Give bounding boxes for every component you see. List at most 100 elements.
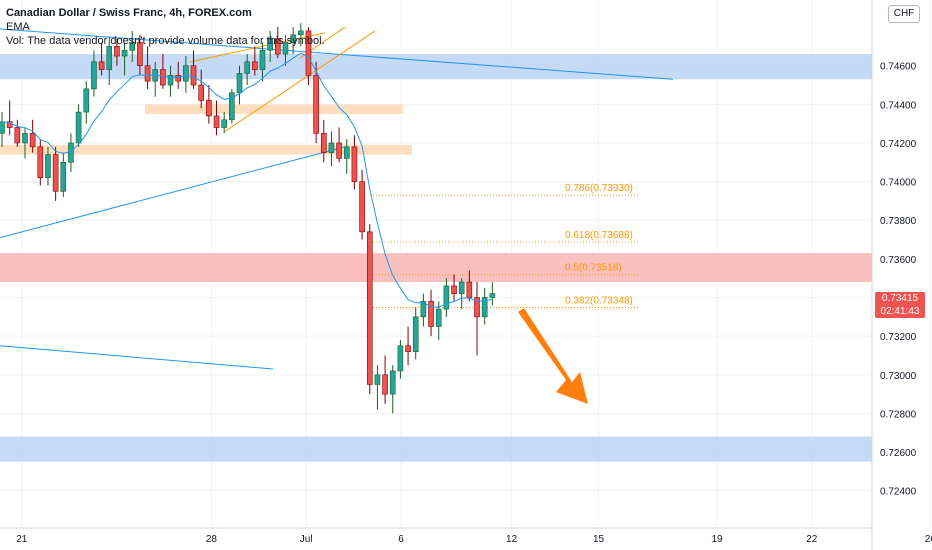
candle-body [190, 65, 197, 86]
zone-orange [145, 104, 403, 114]
channel-upper [189, 32, 326, 63]
price-tick-label: 0.73800 [880, 216, 917, 227]
time-axis[interactable]: 21 28 Jul 6 12 15 19 22 26 [0, 527, 932, 545]
candle-body [60, 161, 67, 192]
candle-body [252, 61, 258, 70]
chart-legend: Canadian Dollar / Swiss Franc, 4h, FOREX… [6, 6, 325, 48]
candle-body [213, 115, 220, 128]
candle-body [443, 285, 450, 310]
currency-badge[interactable]: CHF [888, 5, 920, 23]
candle-body [0, 121, 5, 134]
time-tick-label: 6 [398, 534, 404, 545]
candle-body [106, 46, 113, 70]
candle-body [343, 146, 350, 159]
candle-body [435, 308, 442, 327]
candle-body [175, 75, 182, 82]
fib-label: 0.618(0.73688) [565, 230, 633, 241]
candles [0, 23, 496, 414]
bearish-arrow-icon [518, 308, 588, 404]
candle-body [6, 121, 13, 128]
candle-body [351, 146, 358, 182]
candle-body [275, 38, 281, 55]
candle-body [420, 301, 427, 318]
volume-note: Vol: The data vendor doesn't provide vol… [6, 35, 325, 47]
candle-body [121, 49, 128, 57]
candle-body [14, 127, 21, 144]
price-tick-label: 0.72400 [880, 487, 917, 498]
candle-body [428, 301, 434, 327]
fib-label: 0.382(0.73348) [565, 296, 633, 307]
candle-body [167, 75, 174, 86]
price-tick-label: 0.72800 [880, 409, 917, 420]
candle-body [198, 84, 204, 101]
price-tick-label: 0.73600 [880, 255, 917, 266]
price-tick-label: 0.74600 [880, 62, 917, 73]
candle-body [305, 30, 312, 76]
candle-body [229, 92, 235, 121]
candle-body [29, 133, 36, 148]
candle-body [22, 133, 28, 144]
candle-body [382, 374, 388, 395]
candle-body [466, 281, 473, 298]
price-tick-label: 0.74000 [880, 178, 917, 189]
time-tick-label: 26 [925, 534, 932, 545]
price-tick-label: 0.73000 [880, 371, 917, 382]
candle-body [397, 345, 404, 372]
candle-body [183, 65, 189, 82]
candle-body [328, 142, 335, 153]
last-price-value: 0.73415 [881, 293, 919, 304]
candle-body [359, 181, 365, 233]
candle-body [474, 297, 480, 318]
price-tick-label: 0.74400 [880, 100, 917, 111]
candle-body [336, 142, 342, 159]
symbol-title[interactable]: Canadian Dollar / Swiss Franc, 4h, FOREX… [6, 7, 252, 19]
zone-red [0, 253, 872, 283]
candle-body [221, 119, 227, 128]
time-tick-label: 15 [593, 534, 605, 545]
time-tick-label: Jul [300, 534, 313, 545]
fib-label: 0.5(0.73518) [565, 263, 622, 274]
trendline-bottom [0, 345, 274, 370]
candle-body [405, 345, 411, 352]
candle-body [366, 231, 373, 385]
time-tick-label: 21 [16, 534, 28, 545]
price-tick-label: 0.72600 [880, 448, 917, 459]
zone-blue [0, 54, 872, 80]
candle-body [374, 374, 381, 385]
fib-label: 0.786(0.73930) [565, 183, 633, 194]
indicator-ema-label[interactable]: EMA [6, 21, 30, 33]
last-price-countdown: 02:41:43 [880, 306, 920, 317]
candle-body [83, 88, 90, 113]
candle-body [114, 46, 120, 57]
candle-body [297, 30, 304, 36]
trendline-lower [0, 146, 346, 239]
ema-line [1, 52, 493, 308]
bearish-arrow-shape [518, 308, 588, 404]
candle-body [236, 73, 243, 94]
candle-body [259, 49, 266, 70]
candle-body [75, 111, 82, 144]
zone-orange [0, 144, 412, 155]
candle-body [37, 146, 44, 179]
candle-body [451, 285, 457, 294]
candle-body [489, 293, 496, 298]
candle-body [290, 34, 296, 43]
candle-body [267, 38, 273, 51]
candle-body [244, 61, 250, 74]
candle-body [282, 42, 289, 55]
candle-body [68, 142, 74, 163]
candle-body [52, 154, 59, 192]
trendline-upper [0, 28, 674, 80]
candle-body [137, 42, 143, 67]
candle-body [160, 69, 166, 86]
candle-body [313, 75, 319, 134]
candle-body [91, 61, 97, 90]
channel-lower [224, 30, 376, 132]
fibonacci-levels: 0.786(0.73930) 0.618(0.73688) 0.5(0.73518)… [370, 183, 640, 309]
candle-body [458, 281, 465, 294]
candle-body [144, 65, 151, 82]
time-tick-label: 19 [711, 534, 723, 545]
time-tick-label: 12 [506, 534, 518, 545]
last-price-tag: 0.73415 02:41:43 [875, 292, 925, 318]
